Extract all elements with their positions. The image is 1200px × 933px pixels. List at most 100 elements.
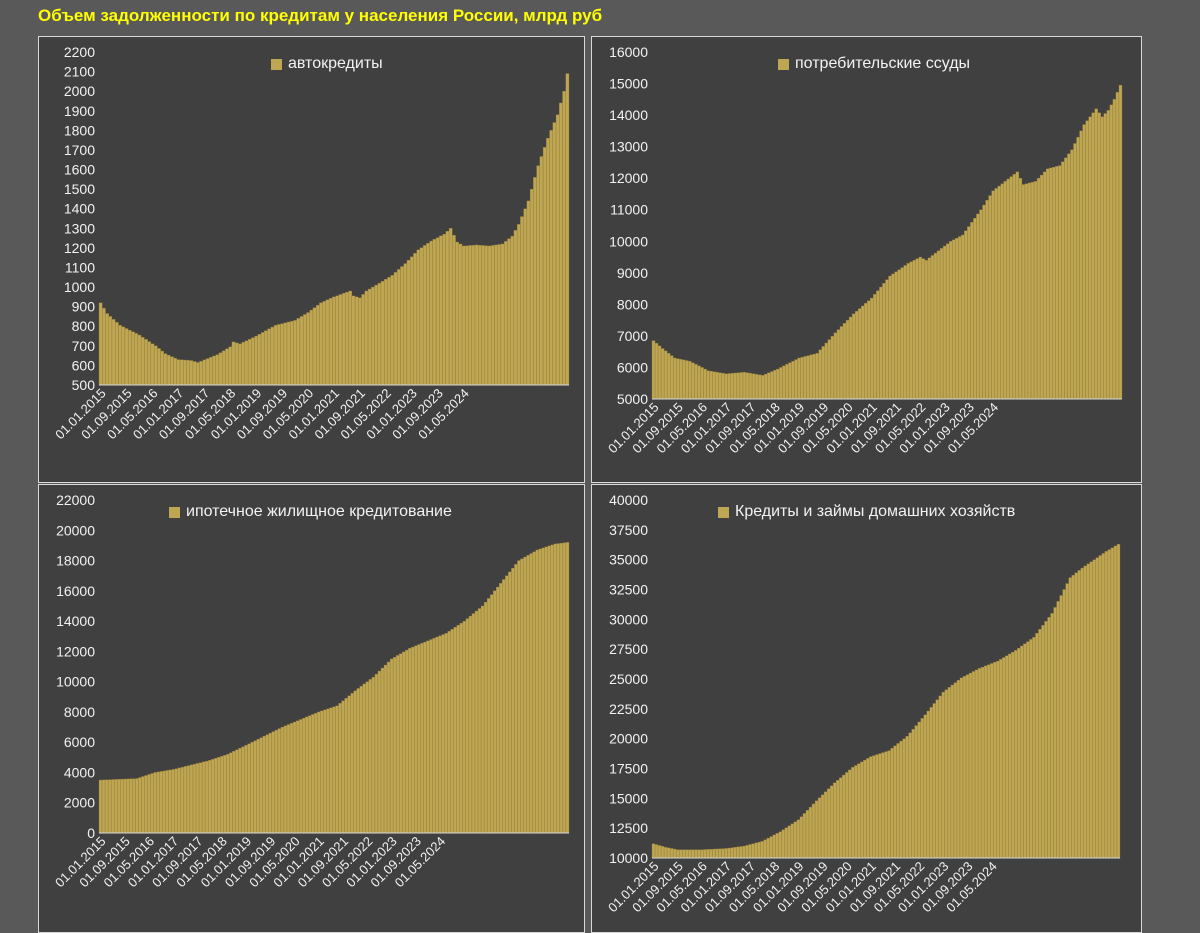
bar [857, 763, 861, 859]
bar [494, 244, 498, 386]
bar [703, 368, 707, 400]
bar [262, 735, 266, 834]
bar [256, 738, 260, 834]
bar [183, 766, 188, 834]
bar [672, 848, 677, 859]
bar [1029, 639, 1033, 859]
bar [533, 177, 537, 386]
y-tick-label: 13000 [609, 139, 648, 155]
bar [361, 294, 365, 386]
bar [225, 348, 229, 386]
bar [1017, 647, 1021, 859]
bar [706, 849, 710, 859]
bar [1107, 549, 1112, 859]
chart-household-loans: 10000 12500 15000 17500 20000 22500 25000 27500… [605, 492, 1121, 915]
bar [941, 691, 946, 859]
bar [468, 615, 473, 834]
bar [432, 638, 436, 834]
y-tick-label: 9000 [617, 265, 648, 281]
bar [1073, 143, 1077, 400]
bar [1076, 136, 1080, 400]
bar [869, 756, 873, 859]
bar [496, 586, 500, 834]
bar [1064, 157, 1068, 400]
y-tick-label: 2000 [64, 795, 95, 811]
bar [110, 779, 115, 834]
bar [950, 684, 955, 859]
bar [718, 848, 722, 859]
bar [544, 546, 548, 834]
bar [247, 338, 252, 386]
bar [1071, 575, 1075, 859]
y-tick-label: 40000 [609, 492, 648, 508]
bar [220, 756, 224, 834]
bar [471, 245, 476, 386]
bar [891, 273, 895, 400]
chart-mortgage: 0 2000 4000 6000 8000 10000 12000 14000 16000 180… [52, 492, 570, 890]
bar [277, 728, 282, 834]
bar [1011, 651, 1015, 859]
bar [420, 643, 424, 834]
bar [820, 794, 825, 859]
bar [265, 734, 269, 834]
bar [812, 353, 816, 400]
bar [192, 763, 197, 834]
bar [115, 322, 119, 386]
bar [697, 365, 701, 400]
bar [1012, 174, 1017, 400]
bar [423, 641, 427, 834]
bar [977, 668, 982, 859]
bar [439, 235, 443, 386]
bar [326, 708, 330, 834]
y-tick-label: 15000 [609, 790, 648, 806]
bar [108, 316, 113, 386]
bar [218, 352, 223, 386]
bar [712, 371, 716, 400]
bar [933, 252, 938, 400]
bar [757, 374, 762, 400]
bar [1021, 184, 1026, 400]
bar [328, 298, 333, 386]
bar [314, 712, 318, 834]
bar [770, 371, 774, 400]
y-tick-label: 4000 [64, 765, 95, 781]
bar [842, 774, 846, 859]
bar [968, 672, 973, 859]
bar [991, 190, 995, 400]
bar [101, 779, 106, 834]
bar [1046, 168, 1050, 400]
bar [380, 667, 385, 834]
bar [118, 325, 122, 386]
bar [238, 748, 242, 834]
bar [818, 349, 822, 400]
bar [654, 844, 659, 859]
bar [902, 738, 906, 859]
bar [996, 660, 1000, 859]
bar [555, 114, 560, 386]
bar [270, 326, 275, 386]
bar [413, 253, 417, 386]
bar [769, 836, 773, 859]
bar [141, 776, 145, 834]
legend-label: потребительские ссуды [795, 55, 971, 72]
y-tick-label: 1200 [64, 240, 95, 256]
bar [354, 296, 359, 386]
bar [131, 331, 135, 386]
bar [202, 359, 207, 386]
bar [829, 785, 834, 859]
bar [715, 372, 719, 400]
bar [453, 626, 457, 834]
bar [894, 271, 898, 400]
y-tick-label: 12000 [56, 643, 95, 659]
bar [166, 354, 171, 386]
bar [974, 669, 979, 859]
bar [392, 656, 397, 834]
bar [688, 360, 692, 400]
bar [390, 275, 395, 386]
bar [105, 313, 109, 386]
bar [347, 695, 351, 834]
bar [429, 240, 434, 386]
bar [1030, 181, 1035, 400]
bar [1005, 655, 1009, 859]
bar [745, 372, 750, 400]
